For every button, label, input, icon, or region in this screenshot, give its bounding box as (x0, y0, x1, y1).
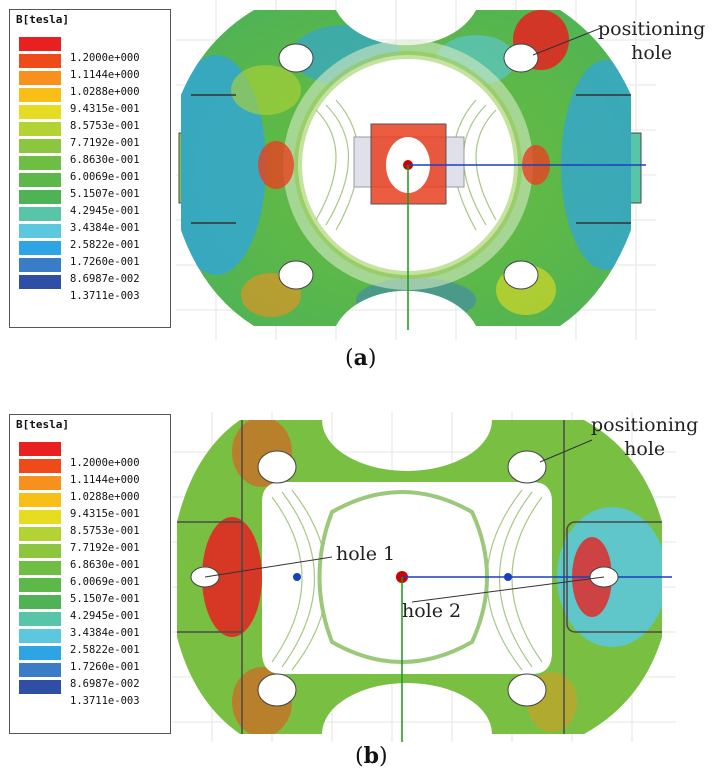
legend-value: 2.5822e-001 (70, 644, 140, 656)
legend-value: 8.5753e-001 (70, 120, 140, 132)
legend-swatch (19, 442, 61, 456)
legend-swatch (19, 139, 61, 153)
annotation-leader-positioning (539, 439, 593, 463)
legend-swatch (19, 258, 61, 272)
annotation-leader-a (532, 27, 602, 56)
legend-swatch (19, 612, 61, 626)
legend-value: 1.1144e+000 (70, 474, 140, 486)
legend-value: 7.7192e-001 (70, 542, 140, 554)
legend-value: 9.4315e-001 (70, 103, 140, 115)
legend-value: 1.3711e-003 (70, 695, 140, 707)
legend-swatch (19, 459, 61, 473)
annotation-positioning-hole-b: positioning hole (591, 414, 699, 460)
legend-value: 4.2945e-001 (70, 610, 140, 622)
legend-value: 1.1144e+000 (70, 69, 140, 81)
legend-value: 1.7260e-001 (70, 256, 140, 268)
legend-swatch (19, 663, 61, 677)
legend-title: B[tesla] (16, 418, 69, 431)
legend-swatch (19, 646, 61, 660)
legend-swatch (19, 275, 61, 289)
legend-swatch (19, 629, 61, 643)
positioning-holes-b (190, 450, 619, 707)
legend-b: B[tesla] 1.2000e+000 1.1144e+000 1.0288e+0… (9, 414, 171, 734)
legend-value: 1.0288e+000 (70, 491, 140, 503)
field-plot-b (172, 412, 676, 742)
legend-swatch (19, 510, 61, 524)
legend-value: 6.8630e-001 (70, 154, 140, 166)
legend-swatch (19, 578, 61, 592)
inner-cavity-b (262, 482, 552, 674)
caption-letter-b: b (363, 743, 379, 769)
legend-title: B[tesla] (16, 13, 69, 26)
legend-value: 1.0288e+000 (70, 86, 140, 98)
legend-swatch (19, 54, 61, 68)
legend-swatch (19, 680, 61, 694)
caption-letter-a: a (353, 345, 368, 371)
legend-a: B[tesla] 1.2000e+000 1.1144e+000 1.0288e+0… (9, 9, 171, 328)
annotation-leader-hole2 (411, 576, 605, 603)
legend-value: 7.7192e-001 (70, 137, 140, 149)
annotation-positioning-hole-a: positioning hole (598, 18, 706, 64)
legend-value: 8.5753e-001 (70, 525, 140, 537)
legend-value: 2.5822e-001 (70, 239, 140, 251)
legend-value: 1.7260e-001 (70, 661, 140, 673)
caption-a: (a) (345, 345, 377, 371)
legend-value: 6.8630e-001 (70, 559, 140, 571)
legend-swatch (19, 88, 61, 102)
legend-value: 3.4384e-001 (70, 627, 140, 639)
legend-value: 9.4315e-001 (70, 508, 140, 520)
legend-value: 8.6987e-002 (70, 273, 140, 285)
legend-swatch (19, 122, 61, 136)
legend-swatch (19, 527, 61, 541)
legend-swatch (19, 207, 61, 221)
legend-swatch (19, 595, 61, 609)
positioning-holes-a (278, 43, 539, 290)
legend-value: 1.2000e+000 (70, 52, 140, 64)
legend-swatch (19, 105, 61, 119)
legend-value: 1.3711e-003 (70, 290, 140, 302)
legend-swatch (19, 37, 61, 51)
legend-value: 3.4384e-001 (70, 222, 140, 234)
field-plot-a (176, 0, 656, 340)
legend-swatch (19, 190, 61, 204)
caption-b: (b) (355, 743, 388, 769)
annotation-hole-2: hole 2 (402, 600, 462, 622)
legend-swatch (19, 156, 61, 170)
legend-swatch (19, 224, 61, 238)
legend-swatch (19, 71, 61, 85)
legend-swatch (19, 493, 61, 507)
legend-value: 1.2000e+000 (70, 457, 140, 469)
legend-value: 5.1507e-001 (70, 188, 140, 200)
annotation-hole-1: hole 1 (336, 543, 396, 565)
legend-value: 8.6987e-002 (70, 678, 140, 690)
legend-value: 5.1507e-001 (70, 593, 140, 605)
legend-swatch (19, 476, 61, 490)
annotation-leader-hole1 (204, 556, 333, 578)
legend-value: 4.2945e-001 (70, 205, 140, 217)
legend-swatch (19, 173, 61, 187)
legend-value: 6.0069e-001 (70, 576, 140, 588)
legend-swatch (19, 241, 61, 255)
legend-swatch (19, 561, 61, 575)
legend-swatch (19, 544, 61, 558)
legend-value: 6.0069e-001 (70, 171, 140, 183)
